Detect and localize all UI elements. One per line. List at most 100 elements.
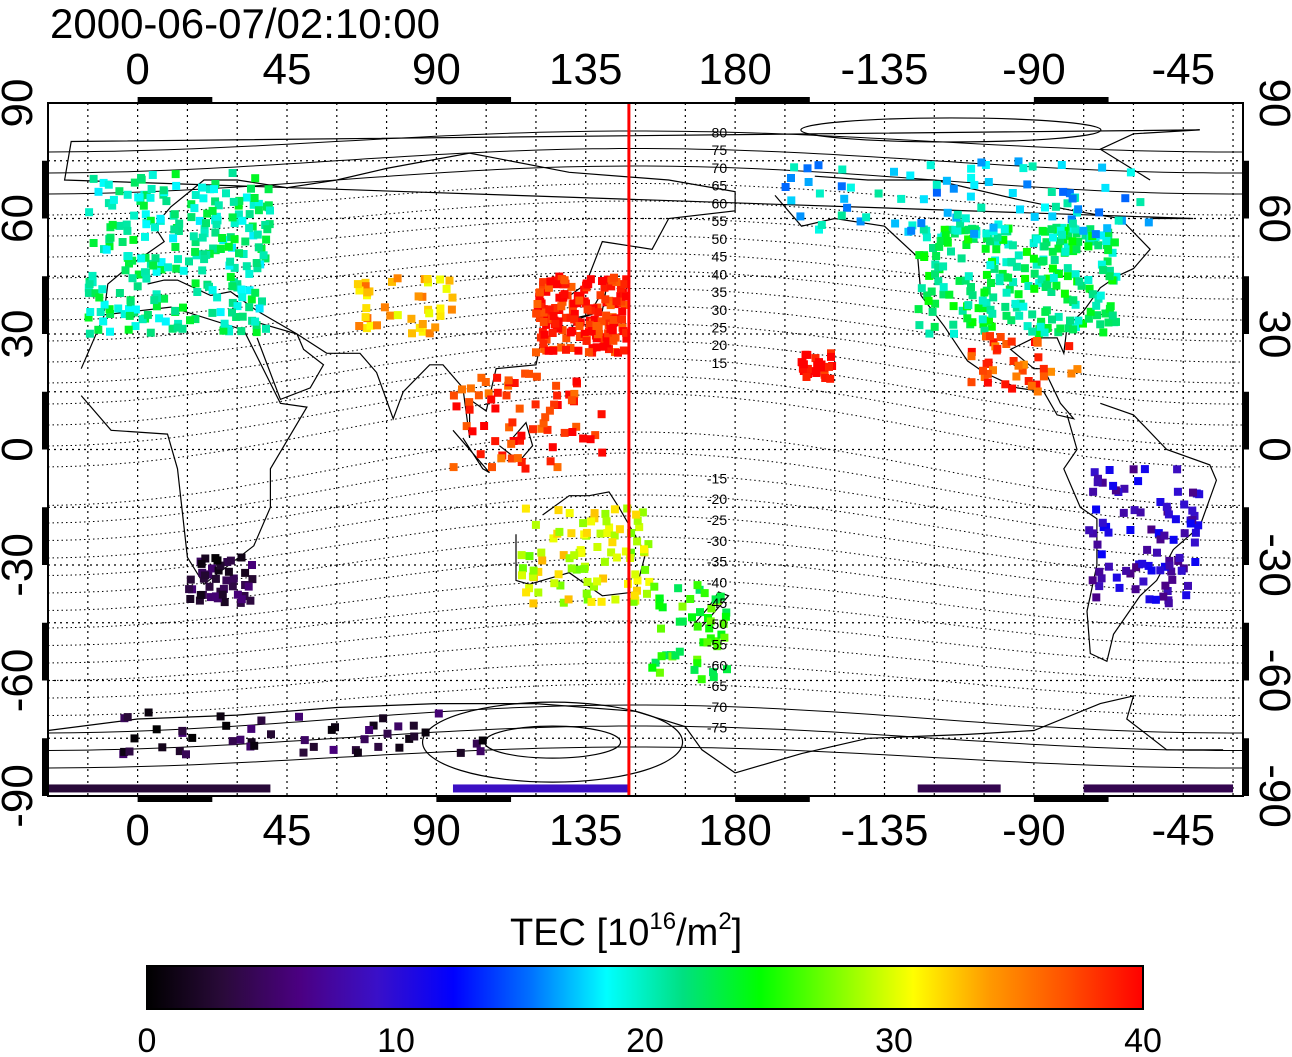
tec-point: [1097, 550, 1106, 559]
tec-point: [505, 423, 514, 432]
tec-point: [214, 201, 223, 210]
contour-label: 70: [712, 160, 728, 176]
tec-point: [1190, 511, 1199, 520]
tec-point: [995, 277, 1004, 286]
tec-point: [567, 396, 576, 405]
tec-point: [1132, 563, 1141, 572]
tec-point: [491, 404, 500, 413]
tec-point: [477, 373, 486, 382]
tec-point: [200, 229, 209, 238]
tec-point: [250, 194, 259, 202]
lat-tick-label: 0: [1250, 437, 1292, 461]
tec-point: [781, 183, 790, 191]
tec-point: [1093, 478, 1102, 487]
tec-point: [820, 363, 829, 372]
tec-point: [91, 289, 100, 298]
tec-point: [604, 329, 613, 338]
tec-point: [814, 161, 823, 170]
tec-point: [139, 201, 148, 210]
world-map: 8075706560555045403530252015-15-20-25-30…: [42, 97, 1249, 802]
tec-point: [106, 327, 114, 336]
tec-point: [521, 464, 530, 473]
tec-point: [616, 284, 625, 293]
tec-point: [208, 206, 217, 215]
tec-point: [897, 194, 906, 203]
tec-point: [1008, 384, 1017, 393]
tec-point: [1095, 208, 1104, 217]
colorbar-tick-label: 30: [875, 1022, 913, 1057]
tec-point: [545, 406, 554, 415]
tec-point: [365, 726, 374, 734]
tec-point: [840, 194, 849, 203]
tec-point: [480, 422, 489, 430]
tec-point: [1033, 235, 1041, 244]
tec-point: [1126, 569, 1135, 578]
tec-point: [1105, 304, 1114, 313]
tec-point: [570, 551, 579, 560]
tec-point: [218, 234, 227, 242]
tec-point: [187, 213, 196, 222]
tec-point: [374, 742, 383, 751]
tec-point: [1186, 519, 1195, 528]
tec-point: [186, 316, 194, 325]
tec-point: [1030, 212, 1039, 221]
tec-point: [264, 185, 273, 194]
tec-point: [1153, 548, 1161, 557]
tec-point: [361, 282, 370, 291]
tec-point: [590, 582, 598, 591]
tec-point: [1104, 246, 1113, 255]
tec-point: [874, 189, 883, 198]
contour-label: -45: [707, 595, 727, 611]
tec-point: [655, 668, 664, 677]
tec-point: [1129, 465, 1138, 474]
contour-label: -40: [707, 574, 727, 590]
tec-point: [635, 523, 644, 532]
tec-point: [436, 275, 445, 284]
tec-point: [1175, 553, 1184, 562]
tec-point: [142, 274, 151, 283]
tec-point: [582, 336, 591, 345]
tec-point: [907, 226, 916, 235]
lat-tick-label: 90: [0, 79, 42, 128]
tec-point: [141, 210, 150, 219]
tec-point: [967, 173, 976, 182]
tec-point: [164, 263, 172, 272]
tec-point: [723, 665, 731, 674]
tec-point: [528, 572, 537, 581]
tec-point: [124, 325, 133, 334]
lat-tick-label: 90: [1250, 79, 1292, 128]
tec-point: [920, 253, 929, 261]
lat-tick-label: -60: [0, 649, 42, 713]
tec-point: [1039, 364, 1048, 373]
tec-point: [594, 330, 602, 339]
tec-point: [890, 167, 898, 176]
tec-point: [86, 308, 95, 316]
frame-bar: [42, 160, 47, 219]
frame-bar: [1244, 622, 1249, 681]
tec-point: [554, 506, 563, 515]
tec-point: [436, 311, 445, 320]
tec-point: [597, 597, 606, 606]
tec-point: [953, 226, 962, 235]
tec-point: [1021, 274, 1030, 283]
tec-point: [705, 624, 714, 633]
tec-point: [950, 329, 958, 338]
tec-point: [130, 734, 139, 743]
tec-point: [590, 509, 599, 518]
tec-point: [150, 296, 159, 305]
frame-bar: [1033, 797, 1109, 802]
tec-point: [787, 196, 796, 205]
mag-lat-contour: [47, 431, 1244, 507]
tec-point: [130, 178, 139, 187]
tec-point: [1122, 566, 1131, 575]
tec-point: [1069, 325, 1078, 334]
tec-point: [158, 743, 167, 752]
tec-point: [233, 590, 242, 599]
tec-point: [1014, 251, 1023, 260]
tec-point: [1030, 269, 1039, 278]
tec-point: [605, 345, 613, 354]
tec-point: [696, 608, 704, 617]
tec-point: [100, 300, 109, 309]
tec-point: [137, 254, 146, 263]
tec-point: [175, 219, 184, 228]
